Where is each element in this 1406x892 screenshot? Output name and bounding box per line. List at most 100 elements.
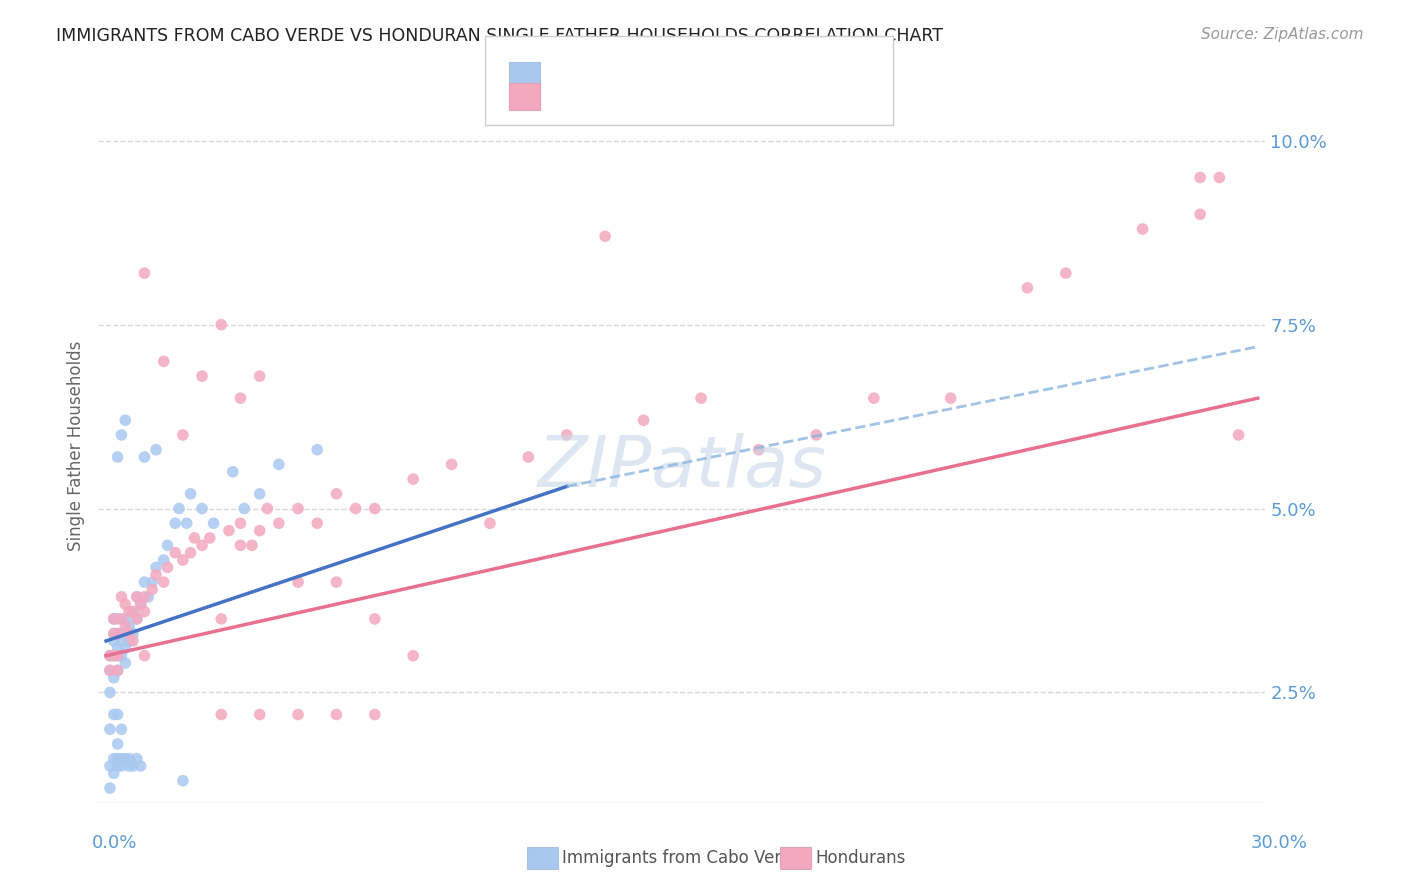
Point [110, 626, 132, 640]
Point [122, 626, 145, 640]
Point [110, 612, 132, 626]
Point [287, 575, 309, 590]
Point [107, 664, 129, 678]
Point [125, 612, 148, 626]
Point [107, 752, 129, 766]
Point [198, 531, 221, 545]
Point [107, 759, 129, 773]
Point [98, 648, 121, 663]
Point [134, 266, 156, 280]
Point [325, 487, 347, 501]
Point [122, 759, 145, 773]
Point [110, 752, 132, 766]
Point [145, 560, 167, 574]
Point [110, 428, 132, 442]
Point [134, 648, 156, 663]
Text: 0.0%: 0.0% [91, 834, 136, 852]
Point [402, 648, 425, 663]
Point [364, 707, 387, 722]
Point [1208, 170, 1230, 185]
Point [107, 707, 129, 722]
Text: R = 0.404   N = 48: R = 0.404 N = 48 [554, 66, 754, 86]
Point [209, 707, 232, 722]
Text: ZIPatlas: ZIPatlas [537, 433, 827, 502]
Point [103, 707, 125, 722]
Point [145, 567, 167, 582]
Point [690, 391, 713, 405]
Point [107, 626, 129, 640]
Point [191, 369, 214, 384]
Point [249, 487, 271, 501]
Point [129, 597, 152, 611]
Point [98, 723, 121, 737]
Point [183, 531, 205, 545]
Point [180, 487, 202, 501]
Point [107, 737, 129, 751]
Point [125, 590, 148, 604]
Point [1017, 281, 1039, 295]
Point [103, 648, 125, 663]
Text: Source: ZipAtlas.com: Source: ZipAtlas.com [1201, 27, 1364, 42]
Point [125, 752, 148, 766]
Point [114, 413, 136, 427]
Point [114, 752, 136, 766]
Point [107, 648, 129, 663]
Point [129, 759, 152, 773]
Point [172, 428, 194, 442]
Point [249, 707, 271, 722]
Point [98, 664, 121, 678]
Point [748, 442, 770, 457]
Point [478, 516, 501, 531]
Point [110, 590, 132, 604]
Point [229, 538, 252, 552]
Point [440, 458, 463, 472]
Point [98, 685, 121, 699]
Point [110, 723, 132, 737]
Point [110, 634, 132, 648]
Point [103, 612, 125, 626]
Point [118, 634, 141, 648]
Point [633, 413, 655, 427]
Point [107, 648, 129, 663]
Point [122, 634, 145, 648]
Point [98, 664, 121, 678]
Point [103, 766, 125, 780]
Point [202, 516, 225, 531]
Point [110, 759, 132, 773]
Y-axis label: Single Father Households: Single Father Households [66, 341, 84, 551]
Point [156, 560, 179, 574]
Point [167, 501, 190, 516]
Point [344, 501, 367, 516]
Point [152, 553, 174, 567]
Point [98, 648, 121, 663]
Point [110, 648, 132, 663]
Point [165, 546, 187, 560]
Point [256, 501, 278, 516]
Point [364, 501, 387, 516]
Point [229, 391, 252, 405]
Point [1189, 170, 1212, 185]
Point [118, 752, 141, 766]
Text: IMMIGRANTS FROM CABO VERDE VS HONDURAN SINGLE FATHER HOUSEHOLDS CORRELATION CHAR: IMMIGRANTS FROM CABO VERDE VS HONDURAN S… [56, 27, 943, 45]
Point [103, 626, 125, 640]
Point [107, 641, 129, 656]
Point [307, 516, 329, 531]
Point [141, 582, 163, 597]
Point [114, 656, 136, 670]
Point [103, 648, 125, 663]
Point [172, 773, 194, 788]
Point [103, 626, 125, 640]
Point [118, 626, 141, 640]
Point [1227, 428, 1250, 442]
Point [118, 619, 141, 633]
Point [267, 458, 290, 472]
Point [134, 450, 156, 464]
Point [98, 781, 121, 796]
Point [240, 538, 263, 552]
Point [287, 501, 309, 516]
Point [209, 612, 232, 626]
Point [103, 612, 125, 626]
Point [939, 391, 962, 405]
Point [863, 391, 886, 405]
Point [180, 546, 202, 560]
